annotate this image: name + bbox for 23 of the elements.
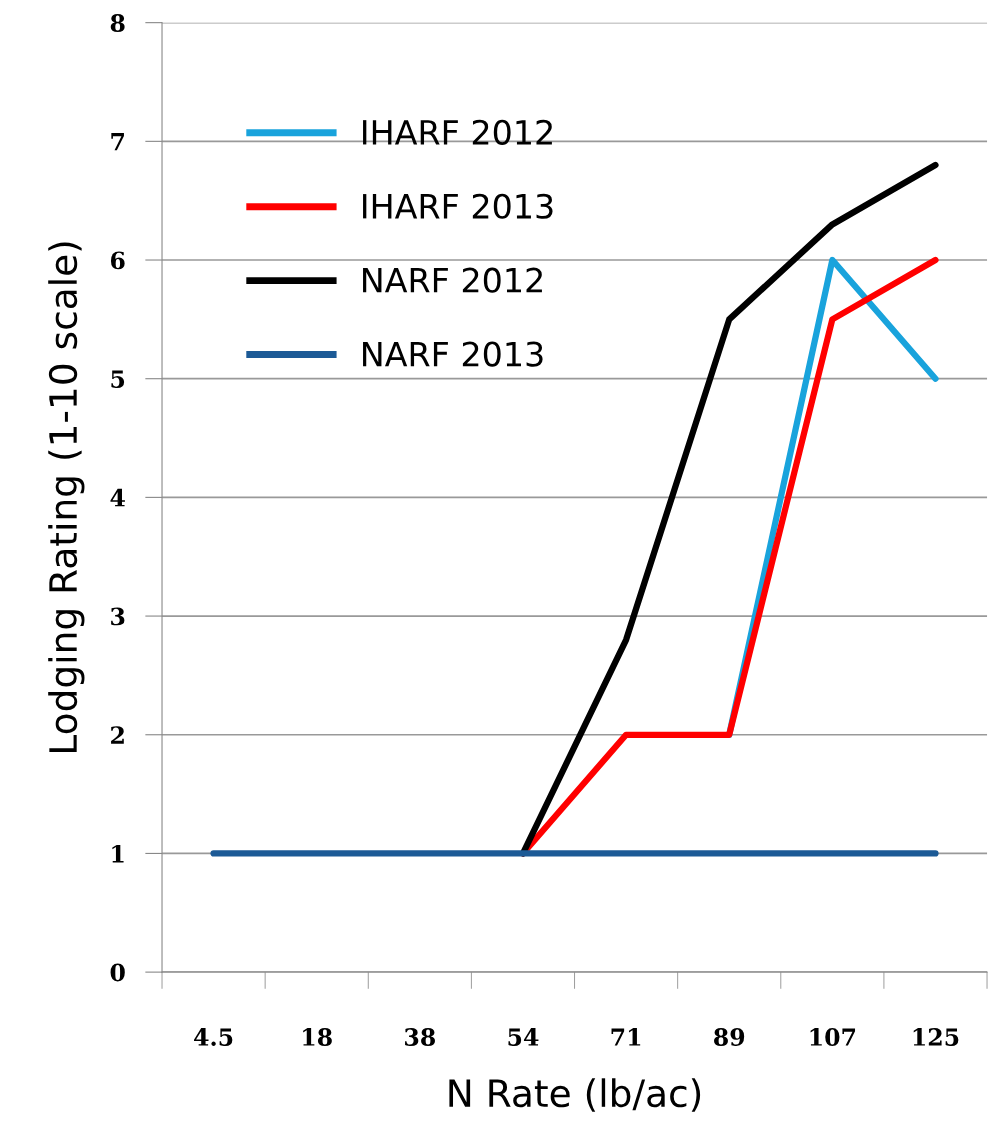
y-tick-label: 4 bbox=[110, 488, 125, 507]
y-tick-label: 0 bbox=[110, 963, 125, 982]
y-tick-label: 7 bbox=[111, 133, 124, 151]
x-tick-label: 71 bbox=[611, 1028, 641, 1046]
y-tick-label: 6 bbox=[110, 251, 125, 270]
y-tick-label: 3 bbox=[111, 607, 125, 626]
x-tick-label: 107 bbox=[810, 1028, 856, 1046]
x-tick-label: 89 bbox=[714, 1028, 745, 1046]
y-tick-label: 1 bbox=[112, 844, 124, 863]
x-tick-label: 18 bbox=[303, 1028, 332, 1046]
y-tick-label: 2 bbox=[111, 726, 124, 744]
y-tick-label: 8 bbox=[110, 14, 125, 32]
legend-label: IHARF 2012 bbox=[363, 119, 552, 145]
x-tick-label: 4.5 bbox=[194, 1028, 233, 1046]
x-tick-label: 125 bbox=[913, 1028, 959, 1046]
legend-label: NARF 2012 bbox=[363, 267, 542, 293]
y-axis-title: Lodging Rating (1-10 scale) bbox=[48, 242, 85, 752]
legend-label: IHARF 2013 bbox=[363, 193, 553, 219]
legend-label: NARF 2013 bbox=[363, 341, 543, 367]
x-tick-label: 54 bbox=[508, 1028, 539, 1046]
x-axis-title: N Rate (lb/ac) bbox=[449, 1078, 701, 1112]
y-tick-label: 5 bbox=[111, 370, 125, 389]
x-tick-label: 38 bbox=[405, 1028, 435, 1046]
